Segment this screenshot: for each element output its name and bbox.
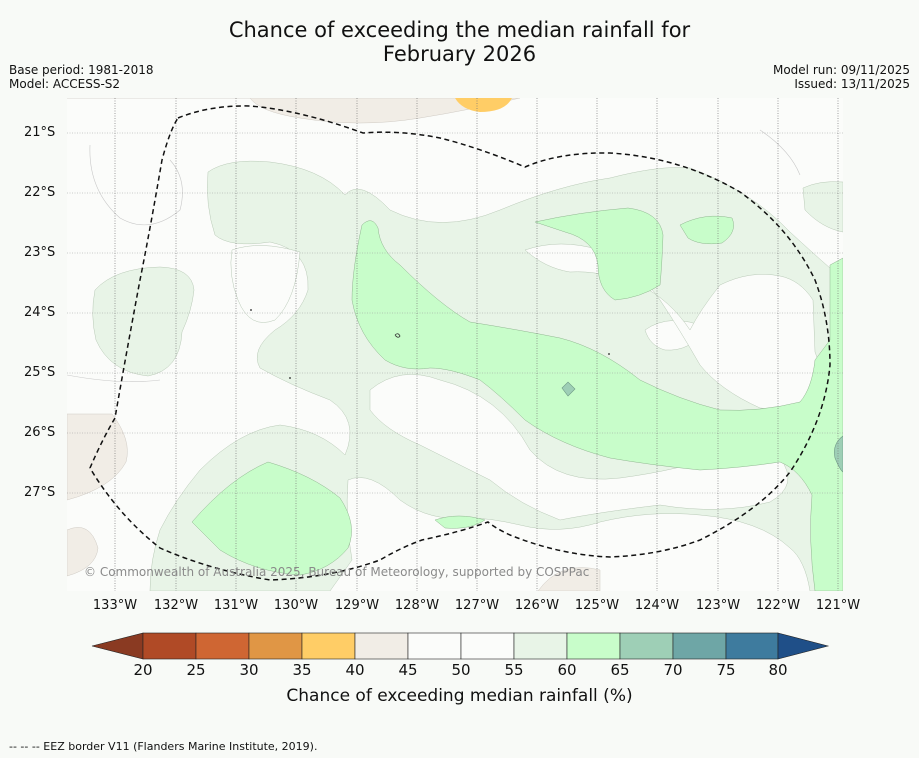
region-70-75-east <box>834 435 843 473</box>
lon-label-125w: 125°W <box>574 598 620 613</box>
eez-footnote: -- -- -- EEZ border V11 (Flanders Marine… <box>9 740 318 753</box>
copyright-notice: © Commonwealth of Australia 2025, Bureau… <box>84 565 590 579</box>
colorbar-tick-70: 70 <box>663 661 683 679</box>
lon-label-132w: 132°W <box>153 598 199 613</box>
contour-line-a <box>89 144 183 226</box>
lon-label-122w: 122°W <box>755 598 801 613</box>
colorbar-tick-50: 50 <box>451 661 471 679</box>
lat-label-27s: 27°S <box>24 485 56 500</box>
colorbar-tick-45: 45 <box>398 661 418 679</box>
small-point <box>250 309 252 311</box>
colorbar-segment-70-75 <box>672 632 727 660</box>
map-title-line1: Chance of exceeding the median rainfall … <box>228 18 691 42</box>
colorbar-segment-25-30 <box>195 632 250 660</box>
colorbar-tick-40: 40 <box>345 661 365 679</box>
colorbar-tick-30: 30 <box>239 661 259 679</box>
lon-label-131w: 131°W <box>213 598 259 613</box>
colorbar-segment-50-55 <box>460 632 515 660</box>
colorbar-tick-75: 75 <box>716 661 736 679</box>
colorbar-tick-25: 25 <box>186 661 206 679</box>
lon-label-123w: 123°W <box>695 598 741 613</box>
model-run: Model run: 09/11/2025 <box>772 63 910 77</box>
colorbar-segment-65-70 <box>619 632 674 660</box>
map-title-line2: February 2026 <box>382 42 537 66</box>
region-60-65-southwest <box>191 461 352 576</box>
colorbar-tick-35: 35 <box>292 661 312 679</box>
colorbar-segment-55-60 <box>513 632 568 660</box>
model-name: Model: ACCESS-S2 <box>9 77 121 91</box>
lon-label-133w: 133°W <box>92 598 138 613</box>
colorbar-segment-40-45 <box>354 632 409 660</box>
lon-label-127w: 127°W <box>454 598 500 613</box>
region-35-40 <box>455 98 512 112</box>
meta-left: Base period: 1981-2018 Model: ACCESS-S2 <box>9 63 154 91</box>
meta-right: Model run: 09/11/2025 Issued: 13/11/2025 <box>773 63 910 91</box>
region-60-65-northeast-a <box>534 207 664 301</box>
colorbar-segment-75-80 <box>725 632 779 660</box>
lat-label-22s: 22°S <box>24 185 56 200</box>
lon-label-130w: 130°W <box>273 598 319 613</box>
region-40-45-south <box>537 567 601 591</box>
small-point <box>289 377 291 379</box>
colorbar-tick-65: 65 <box>610 661 630 679</box>
region-40-45-west <box>67 413 128 501</box>
colorbar-tick-55: 55 <box>504 661 524 679</box>
lat-gridlines <box>67 132 843 494</box>
colorbar-segment-30-35 <box>248 632 303 660</box>
pocket-45-55-c <box>369 374 789 521</box>
region-60-65-south-small <box>434 515 486 529</box>
region-55-60-west <box>92 266 195 377</box>
small-contour-a <box>394 333 401 338</box>
colorbar-tick-60: 60 <box>557 661 577 679</box>
colorbar-segment-60-65 <box>566 632 621 660</box>
lat-label-23s: 23°S <box>24 245 56 260</box>
region-60-65-northeast-b <box>679 215 734 245</box>
lon-label-129w: 129°W <box>334 598 380 613</box>
lat-label-26s: 26°S <box>24 425 56 440</box>
colorbar-segment-35-40 <box>301 632 356 660</box>
colorbar-title: Chance of exceeding median rainfall (%) <box>286 686 633 706</box>
colorbar-segment-45-50 <box>407 632 462 660</box>
lon-label-126w: 126°W <box>514 598 560 613</box>
colorbar-tick-80: 80 <box>768 661 788 679</box>
lat-label-21s: 21°S <box>24 125 56 140</box>
contour-line-b <box>759 129 801 176</box>
issued-date: Issued: 13/11/2025 <box>794 77 910 91</box>
contour-line-c <box>67 374 161 382</box>
colorbar-tick-20: 20 <box>133 661 153 679</box>
lon-label-124w: 124°W <box>634 598 680 613</box>
lon-label-121w: 121°W <box>815 598 861 613</box>
lon-label-128w: 128°W <box>394 598 440 613</box>
region-55-60-northeast <box>802 181 843 233</box>
lon-gridlines <box>114 98 839 591</box>
map-title: Chance of exceeding the median rainfall … <box>0 18 919 66</box>
colorbar-extend-below <box>91 632 144 660</box>
lat-label-25s: 25°S <box>24 365 56 380</box>
region-40-45-southwest <box>67 527 99 577</box>
map-area <box>67 98 843 591</box>
small-point <box>608 353 610 355</box>
region-65-70-spot <box>561 381 576 397</box>
base-period: Base period: 1981-2018 <box>9 63 154 77</box>
colorbar-extend-above <box>777 632 830 660</box>
pocket-45-55-b <box>230 245 301 323</box>
eez-border <box>89 105 831 581</box>
colorbar-segment-20-25 <box>142 632 197 660</box>
colorbar <box>91 632 830 660</box>
region-60-65-central <box>351 220 843 591</box>
lat-label-24s: 24°S <box>24 305 56 320</box>
